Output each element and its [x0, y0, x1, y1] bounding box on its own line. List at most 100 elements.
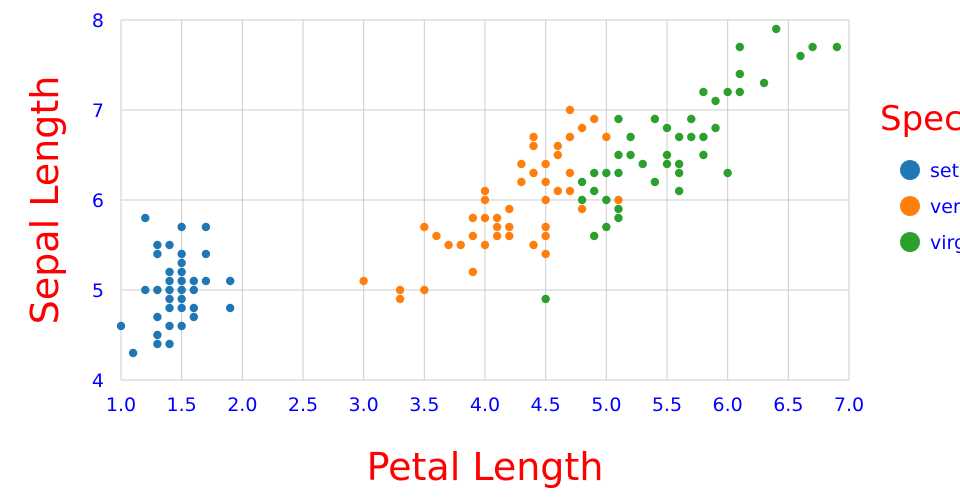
data-point-virg [735, 42, 744, 52]
data-point-set [153, 339, 162, 349]
data-point-virg [602, 168, 611, 178]
data-point-set [226, 303, 235, 313]
data-point-ver [505, 204, 514, 214]
x-tick-label: 5.0 [591, 394, 621, 416]
data-point-ver [565, 168, 575, 178]
x-tick-label: 4.5 [531, 394, 561, 416]
legend-label-virg: virg [930, 232, 960, 254]
data-point-ver [529, 132, 538, 142]
data-point-ver [541, 159, 550, 169]
data-point-virg [590, 168, 599, 178]
data-point-ver [359, 276, 368, 286]
data-point-set [153, 285, 162, 295]
data-point-set [189, 285, 198, 295]
data-point-virg [662, 159, 672, 169]
data-point-ver [432, 231, 441, 241]
data-point-virg [650, 114, 660, 124]
data-point-virg [590, 231, 599, 241]
data-point-virg [808, 42, 817, 52]
data-point-virg [614, 150, 623, 160]
data-point-ver [505, 231, 514, 241]
data-point-set [177, 276, 186, 286]
data-point-virg [735, 69, 744, 79]
data-point-virg [614, 213, 623, 223]
data-point-set [165, 285, 174, 295]
data-point-virg [662, 123, 672, 133]
data-point-ver [456, 240, 465, 250]
legend-title: Spec [880, 99, 960, 139]
data-point-set [177, 222, 186, 232]
data-point-set [165, 240, 174, 250]
data-point-ver [565, 186, 575, 196]
data-point-virg [759, 78, 769, 88]
data-point-virg [723, 168, 732, 178]
data-point-ver [492, 231, 502, 241]
data-point-ver [395, 285, 405, 295]
data-point-set [116, 321, 126, 331]
y-tick-label: 8 [92, 10, 104, 32]
data-point-ver [541, 222, 550, 232]
data-point-virg [674, 186, 684, 196]
x-tick-label: 5.5 [652, 394, 682, 416]
data-point-set [189, 312, 198, 322]
data-point-ver [468, 267, 478, 277]
x-tick-label: 2.5 [288, 394, 318, 416]
legend-label-set: set [930, 160, 959, 182]
legend-marker-set [900, 160, 920, 180]
data-point-virg [602, 222, 611, 232]
data-point-ver [468, 213, 478, 223]
data-point-ver [541, 195, 550, 205]
data-point-virg [723, 87, 732, 97]
data-point-set [177, 258, 186, 268]
data-point-ver [565, 132, 575, 142]
data-point-virg [687, 132, 696, 142]
data-point-ver [590, 114, 599, 124]
data-point-ver [553, 150, 562, 160]
data-point-virg [832, 42, 842, 52]
data-point-set [165, 276, 174, 286]
data-point-set [128, 348, 138, 358]
data-point-set [226, 276, 235, 286]
data-point-ver [577, 123, 587, 133]
y-tick-label: 6 [92, 190, 104, 212]
data-point-ver [395, 294, 405, 304]
data-point-set [177, 303, 186, 313]
x-axis-title: Petal Length [367, 445, 604, 489]
data-point-virg [674, 132, 684, 142]
data-point-ver [420, 285, 429, 295]
data-point-set [165, 267, 174, 277]
data-point-virg [699, 150, 708, 160]
data-point-set [153, 249, 162, 259]
data-point-set [177, 267, 186, 277]
data-point-set [165, 339, 174, 349]
data-point-ver [529, 240, 538, 250]
x-tick-label: 3.0 [349, 394, 379, 416]
x-tick-label: 6.0 [713, 394, 743, 416]
data-point-virg [735, 87, 744, 97]
data-point-ver [565, 105, 575, 115]
data-point-ver [480, 195, 490, 205]
data-point-set [189, 303, 198, 313]
data-point-virg [626, 132, 635, 142]
data-point-set [153, 312, 162, 322]
data-point-virg [614, 204, 623, 214]
data-point-virg [577, 177, 587, 187]
legend-marker-virg [900, 232, 920, 252]
data-point-ver [480, 240, 490, 250]
legend-marker-ver [900, 196, 920, 216]
y-tick-label: 7 [92, 100, 104, 122]
data-point-set [177, 249, 186, 259]
data-points [116, 24, 842, 358]
data-point-virg [711, 123, 720, 133]
data-point-virg [772, 24, 781, 34]
data-point-ver [492, 213, 502, 223]
data-point-set [141, 213, 150, 223]
grid [120, 19, 850, 381]
data-point-virg [674, 159, 684, 169]
data-point-set [165, 294, 174, 304]
data-point-virg [674, 168, 684, 178]
y-tick-label: 5 [92, 280, 104, 302]
data-point-virg [711, 96, 720, 106]
data-point-ver [614, 195, 623, 205]
